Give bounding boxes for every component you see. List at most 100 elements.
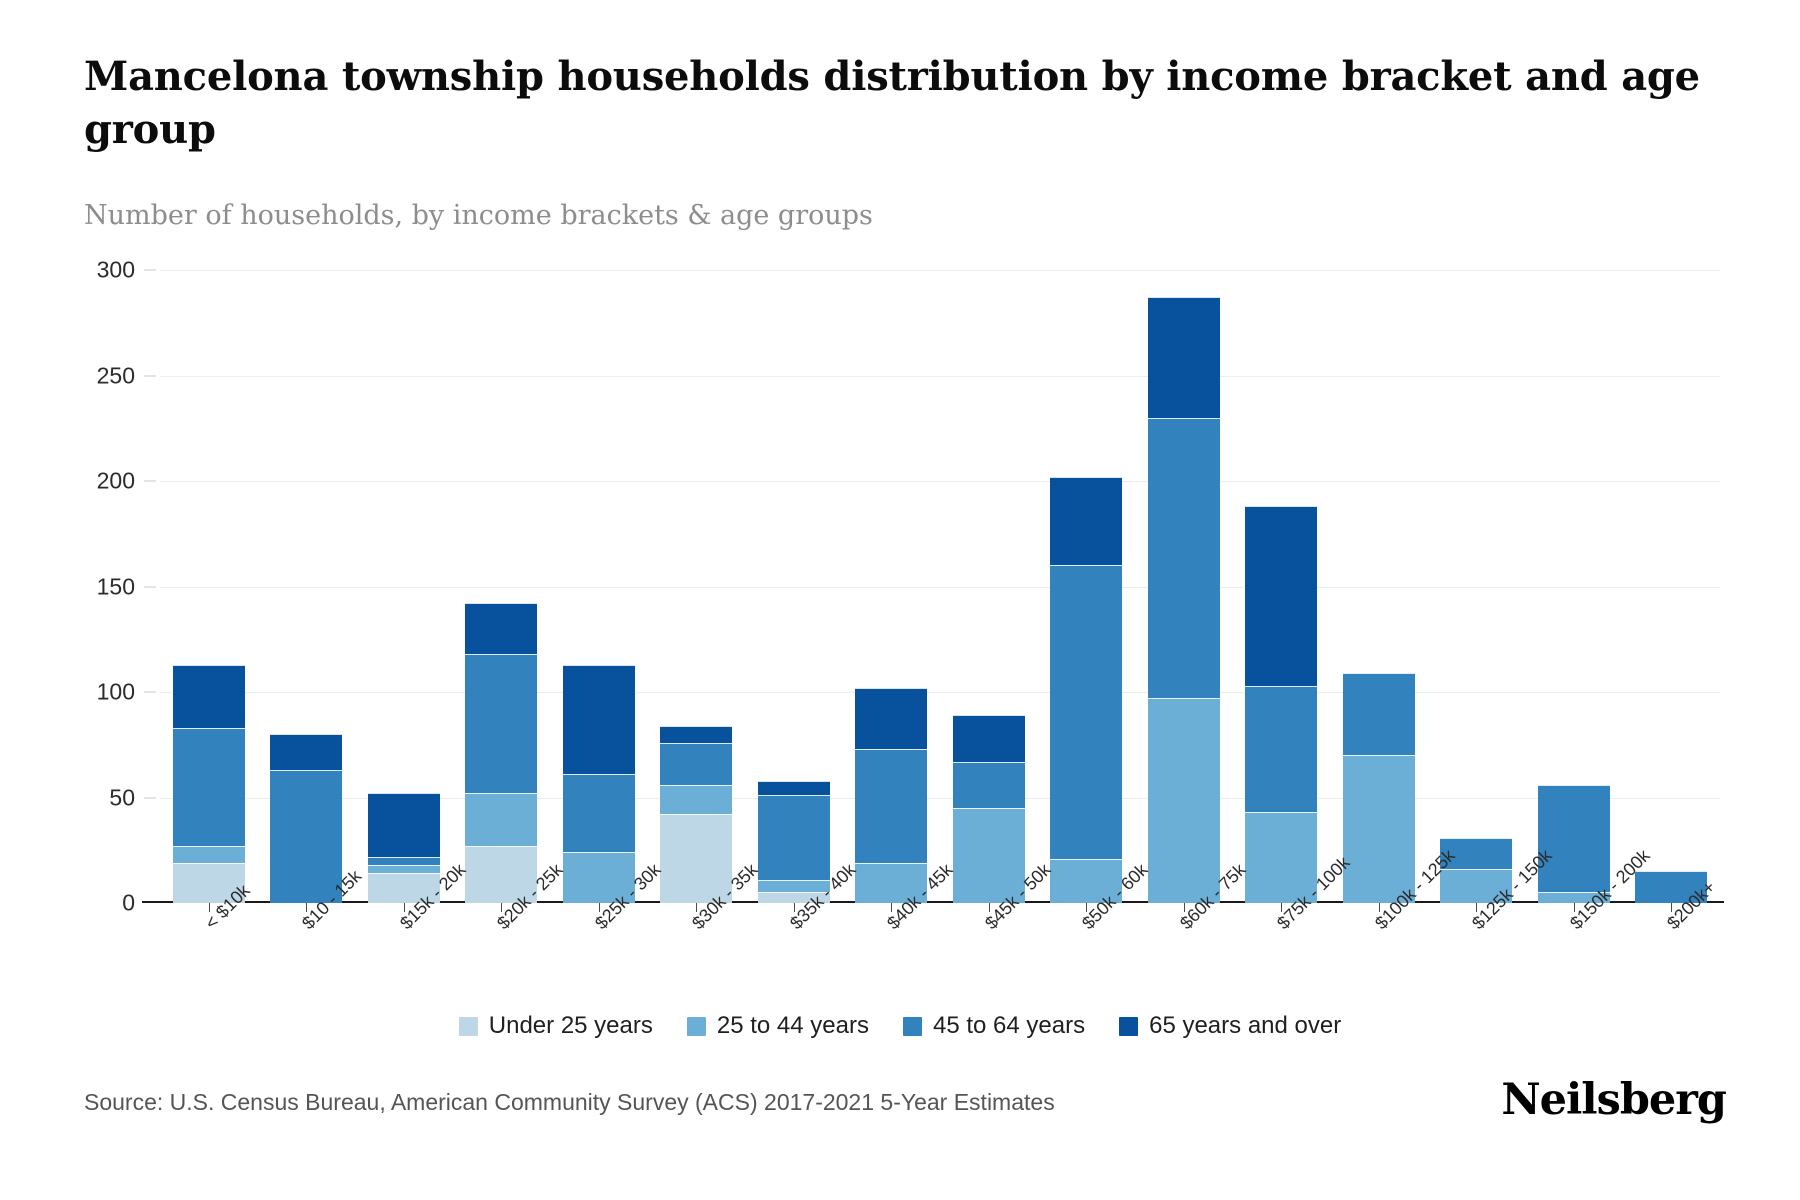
bar-segment[interactable] (367, 793, 440, 857)
legend-swatch-icon (1119, 1016, 1139, 1036)
bar-segment[interactable] (465, 793, 538, 847)
bar-segment[interactable] (855, 687, 928, 749)
bar-segment[interactable] (1635, 871, 1708, 903)
bar-group[interactable] (270, 734, 343, 903)
legend-item[interactable]: 45 to 64 years (902, 1012, 1086, 1040)
bar-segment[interactable] (562, 852, 635, 903)
bar-segment[interactable] (757, 879, 830, 893)
bar-segment[interactable] (952, 715, 1025, 762)
bar-group[interactable] (562, 664, 635, 903)
bar-group[interactable] (1147, 297, 1220, 903)
bar-segment[interactable] (1342, 673, 1415, 756)
x-axis-tick-mark (696, 903, 698, 912)
bar-group[interactable] (1342, 673, 1415, 903)
x-axis-tick-mark (306, 903, 308, 912)
gridline (160, 481, 1720, 482)
bar-group[interactable] (172, 664, 245, 903)
x-axis-tick-mark (1573, 903, 1575, 912)
bar-group[interactable] (465, 603, 538, 903)
bar-segment[interactable] (1537, 784, 1610, 893)
bar-segment[interactable] (1245, 506, 1318, 686)
bar-segment[interactable] (465, 654, 538, 794)
legend-label: 45 to 64 years (932, 1012, 1086, 1039)
bar-group[interactable] (367, 793, 440, 903)
bar-segment[interactable] (757, 892, 830, 903)
bar-segment[interactable] (952, 808, 1025, 903)
bar-segment[interactable] (660, 814, 733, 903)
y-axis-tick-label: 0 (122, 889, 135, 916)
bar-segment[interactable] (757, 795, 830, 880)
legend-item[interactable]: 25 to 44 years (686, 1012, 869, 1040)
bar-group[interactable] (1245, 506, 1318, 903)
gridline (160, 375, 1720, 377)
bar-segment[interactable] (660, 784, 733, 815)
x-axis-tick-mark (1378, 903, 1380, 912)
bar-segment[interactable] (1050, 476, 1123, 566)
bar-segment[interactable] (367, 856, 440, 866)
x-axis-tick-mark (501, 903, 503, 912)
legend-item[interactable]: Under 25 years (458, 1012, 653, 1040)
bar-segment[interactable] (1050, 565, 1123, 859)
bar-segment[interactable] (465, 846, 538, 903)
legend-label: Under 25 years (488, 1012, 653, 1039)
legend-swatch-icon (458, 1016, 478, 1036)
bar-group[interactable] (757, 780, 830, 903)
bar-segment[interactable] (562, 664, 635, 775)
bar-segment[interactable] (952, 761, 1025, 809)
bar-group[interactable] (855, 687, 928, 903)
y-axis-tick-mark (144, 586, 156, 587)
bar-segment[interactable] (270, 770, 343, 903)
bar-segment[interactable] (1440, 837, 1513, 870)
bar-segment[interactable] (855, 862, 928, 903)
y-axis-tick-label: 250 (96, 362, 135, 388)
y-axis-tick-label: 50 (109, 784, 135, 810)
bar-segment[interactable] (367, 873, 440, 903)
bar-segment[interactable] (1245, 812, 1318, 903)
x-axis-tick-mark (793, 903, 795, 912)
bar-segment[interactable] (1050, 858, 1123, 903)
legend-label: 65 years and over (1149, 1012, 1342, 1039)
x-axis-tick-mark (1183, 903, 1185, 912)
x-axis-tick-mark (1281, 903, 1283, 912)
legend-swatch-icon (902, 1016, 922, 1036)
bar-segment[interactable] (1537, 892, 1610, 903)
y-axis-tick-label: 200 (96, 467, 135, 494)
bar-segment[interactable] (757, 780, 830, 796)
bar-segment[interactable] (660, 725, 733, 743)
bar-group[interactable] (1440, 837, 1513, 903)
plot-area: 0 50 100 150 200 250 300 < $10k $10 - 15k $15k -… (97, 257, 1724, 933)
y-axis-tick-label: 100 (96, 678, 135, 705)
bar-segment[interactable] (1147, 417, 1220, 699)
bar-group[interactable] (1050, 476, 1123, 903)
bar-group[interactable] (660, 725, 733, 903)
bar-group[interactable] (952, 715, 1025, 903)
y-axis-tick-mark (144, 691, 156, 693)
bar-segment[interactable] (855, 748, 928, 863)
x-axis-tick-mark (1476, 903, 1478, 912)
y-axis-tick-mark (144, 269, 156, 271)
bar-segment[interactable] (270, 734, 343, 771)
x-axis-tick-mark (1086, 903, 1088, 912)
bar-segment[interactable] (172, 846, 245, 863)
bar-segment[interactable] (1147, 297, 1220, 418)
bar-segment[interactable] (1342, 755, 1415, 903)
bar-group[interactable] (1537, 784, 1610, 903)
bar-segment[interactable] (367, 865, 440, 874)
bar-series-container (160, 270, 1720, 903)
bar-segment[interactable] (172, 727, 245, 847)
bar-segment[interactable] (465, 603, 538, 655)
y-axis-tick-mark (144, 480, 156, 482)
bar-segment[interactable] (1440, 869, 1513, 903)
bar-segment[interactable] (1245, 685, 1318, 813)
bar-segment[interactable] (172, 664, 245, 728)
bar-segment[interactable] (1147, 698, 1220, 903)
bar-segment[interactable] (562, 774, 635, 853)
x-axis-tick-mark (891, 903, 893, 912)
y-axis-tick-label: 150 (96, 573, 135, 599)
legend-item[interactable]: 65 years and over (1119, 1012, 1341, 1040)
bar-group[interactable] (1635, 871, 1708, 903)
gridline (160, 270, 1720, 271)
bar-segment[interactable] (660, 742, 733, 785)
bar-segment[interactable] (172, 862, 245, 903)
